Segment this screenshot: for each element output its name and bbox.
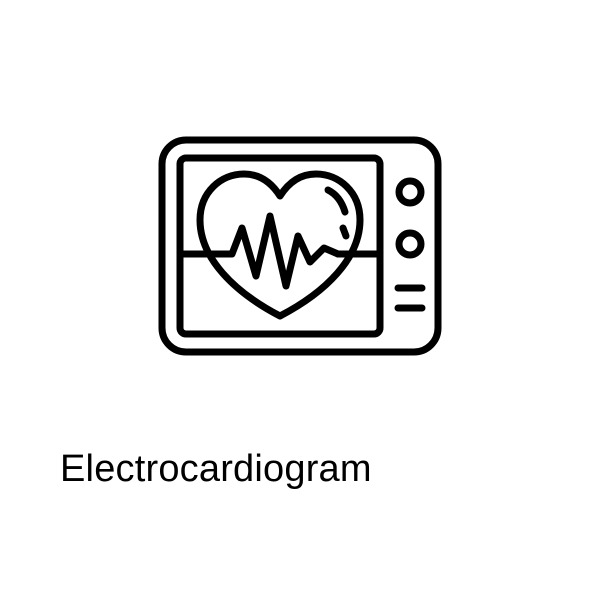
icon-caption: Electrocardiogram <box>60 448 372 491</box>
electrocardiogram-icon <box>158 136 442 356</box>
